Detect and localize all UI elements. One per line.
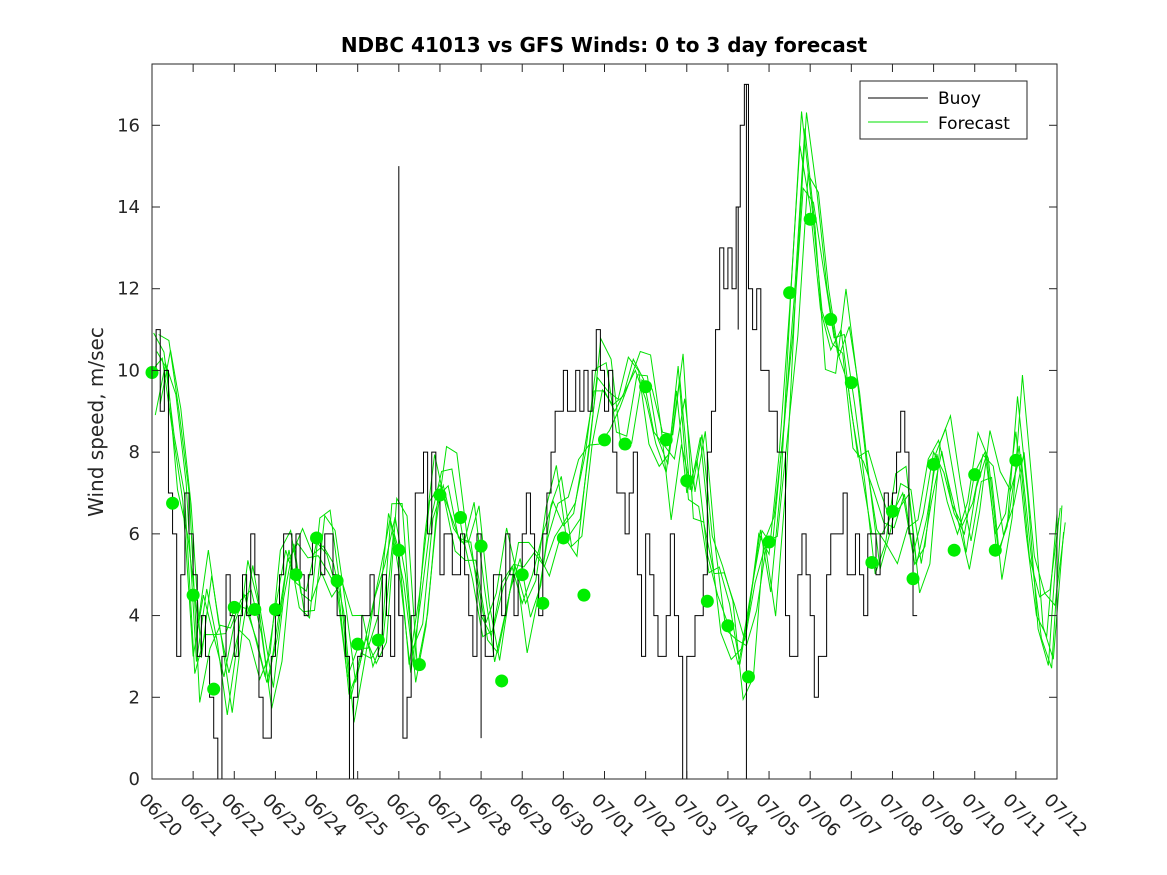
x-tick-label-13: 07/03 [669,790,721,842]
x-tick-label-10: 06/30 [546,790,598,842]
x-tick-label-11: 07/01 [587,790,639,842]
forecast-marker-27 [700,594,714,608]
x-tick-label-7: 06/27 [422,790,474,842]
y-tick-label-4: 8 [129,442,140,463]
forecast-marker-12 [392,543,406,557]
x-tick-label-0: 06/20 [134,790,186,842]
plot-area [152,64,1057,779]
forecast-marker-4 [227,600,241,614]
forecast-marker-24 [639,380,653,394]
forecast-marker-40 [968,468,982,482]
forecast-line-1 [153,111,1060,695]
forecast-marker-20 [556,531,570,545]
forecast-marker-30 [762,535,776,549]
forecast-marker-16 [474,539,488,553]
y-tick-label-3: 6 [129,524,140,545]
forecast-marker-21 [577,588,591,602]
y-axis-label: Wind speed, m/sec [84,327,108,517]
forecast-marker-36 [885,504,899,518]
forecast-marker-39 [947,543,961,557]
forecast-marker-15 [454,511,468,525]
forecast-marker-37 [906,572,920,586]
forecast-line-3 [156,128,1063,702]
forecast-marker-8 [310,531,324,545]
x-tick-label-18: 07/08 [875,790,927,842]
forecast-marker-29 [741,670,755,684]
y-tick-label-0: 0 [129,769,140,790]
forecast-marker-2 [186,588,200,602]
forecast-marker-7 [289,568,303,582]
x-tick-label-1: 06/21 [176,790,228,842]
x-tick-label-17: 07/07 [834,790,886,842]
x-tick-label-15: 07/05 [752,790,804,842]
forecast-marker-42 [1009,453,1023,467]
forecast-marker-13 [412,658,426,672]
forecast-marker-14 [433,488,447,502]
forecast-marker-1 [166,496,180,510]
y-tick-label-7: 14 [117,197,140,218]
forecast-marker-33 [824,312,838,326]
forecast-marker-10 [351,637,365,651]
y-tick-label-8: 16 [117,115,140,136]
forecast-marker-32 [803,212,817,226]
y-tick-label-5: 10 [117,360,140,381]
forecast-marker-5 [248,602,262,616]
forecast-marker-31 [783,286,797,300]
forecast-marker-35 [865,555,879,569]
forecast-marker-18 [515,568,529,582]
forecast-marker-3 [207,682,221,696]
series-layer [151,83,1066,780]
chart-title: NDBC 41013 vs GFS Winds: 0 to 3 day fore… [341,33,868,57]
forecast-marker-22 [598,433,611,447]
forecast-line-4 [158,112,1065,723]
x-tick-label-16: 07/06 [793,790,845,842]
x-tick-label-8: 06/28 [464,790,516,842]
forecast-marker-17 [495,674,509,688]
y-tick-label-6: 12 [117,279,140,300]
x-tick-label-14: 07/04 [710,790,762,842]
forecast-marker-11 [371,633,385,647]
x-tick-label-3: 06/23 [258,790,310,842]
x-tick-label-21: 07/11 [998,790,1050,842]
x-tick-label-22: 07/12 [1039,790,1091,842]
x-tick-label-6: 06/26 [381,790,433,842]
forecast-marker-6 [268,602,282,616]
x-tick-label-19: 07/09 [916,790,968,842]
y-axis: 0 2 4 6 8 10 12 14 16 [117,115,1057,790]
x-tick-label-4: 06/24 [299,790,351,842]
x-tick-label-12: 07/02 [628,790,680,842]
legend: Buoy Forecast [859,80,1028,140]
forecast-marker-25 [659,433,673,447]
forecast-marker-41 [988,543,1002,557]
forecast-marker-28 [721,619,735,633]
x-tick-label-2: 06/22 [217,790,269,842]
forecast-marker-19 [536,596,550,610]
buoy-line [152,83,918,780]
y-tick-label-1: 2 [129,687,140,708]
x-tick-label-5: 06/25 [340,790,392,842]
forecast-marker-34 [844,376,858,390]
legend-forecast-label: Forecast [938,114,1010,134]
legend-box [859,80,1028,140]
x-tick-label-20: 07/10 [957,790,1009,842]
x-tick-label-9: 06/29 [505,790,557,842]
forecast-marker-9 [330,574,344,588]
forecast-marker-38 [927,457,941,471]
legend-buoy-label: Buoy [938,89,981,109]
forecast-marker-23 [618,437,632,451]
forecast-marker-26 [680,474,694,488]
y-tick-label-2: 4 [129,606,140,627]
